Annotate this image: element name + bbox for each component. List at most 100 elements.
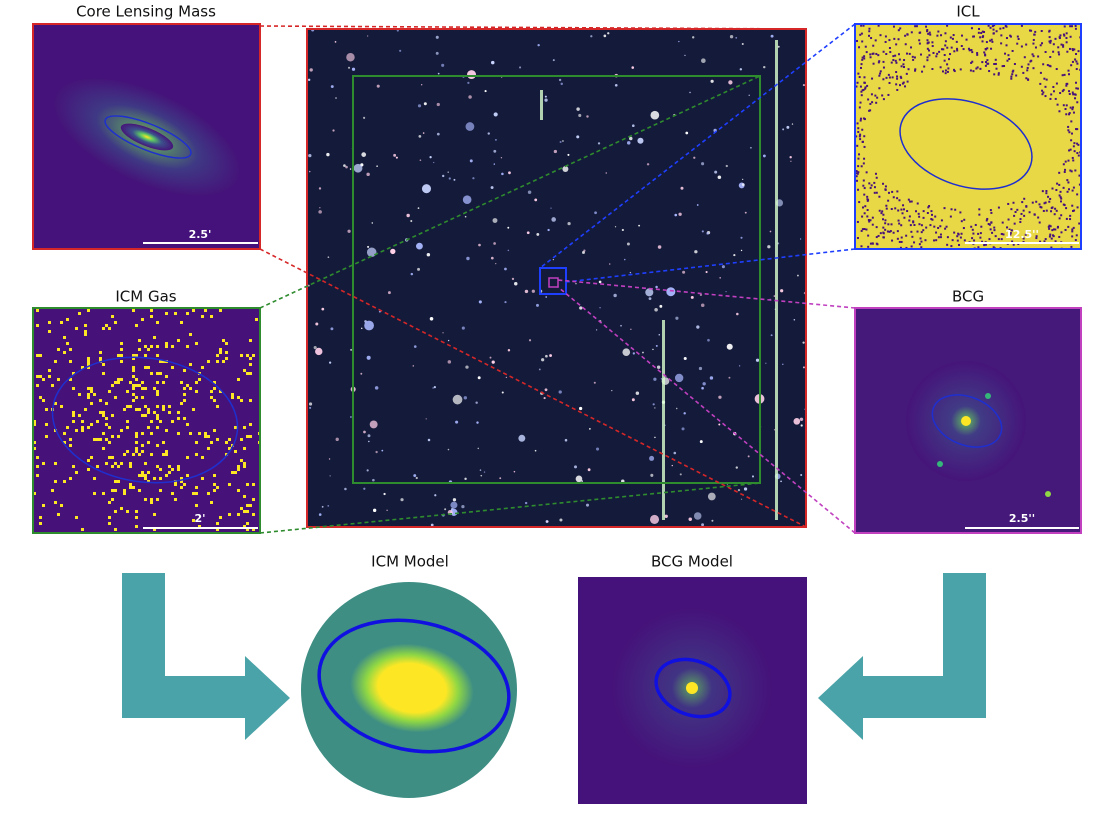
star bbox=[346, 52, 355, 62]
central-image bbox=[306, 28, 807, 528]
pixel bbox=[984, 64, 987, 67]
pixel bbox=[903, 59, 906, 62]
star bbox=[410, 272, 414, 276]
pixel bbox=[1075, 81, 1078, 84]
pixel bbox=[114, 381, 117, 384]
pixel bbox=[132, 393, 135, 396]
star bbox=[363, 487, 366, 490]
pixel bbox=[159, 477, 162, 480]
star bbox=[493, 242, 496, 245]
pixel bbox=[153, 387, 156, 390]
pixel bbox=[96, 465, 99, 468]
star bbox=[728, 80, 733, 85]
pixel bbox=[980, 225, 983, 228]
pixel bbox=[1069, 106, 1072, 109]
pixel bbox=[150, 315, 153, 318]
star bbox=[718, 423, 721, 426]
pixel bbox=[944, 227, 947, 230]
pixel bbox=[1063, 73, 1066, 76]
pixel bbox=[1067, 188, 1070, 191]
pixel bbox=[895, 83, 898, 86]
pixel bbox=[991, 40, 994, 43]
pixel bbox=[1051, 229, 1054, 232]
pixel bbox=[989, 26, 992, 29]
star bbox=[694, 250, 698, 254]
pixel bbox=[249, 363, 252, 366]
star bbox=[751, 475, 755, 478]
pixel bbox=[1032, 67, 1035, 70]
pixel bbox=[1035, 200, 1038, 203]
pixel bbox=[983, 244, 986, 247]
star bbox=[478, 300, 482, 304]
pixel bbox=[957, 232, 960, 235]
star bbox=[467, 70, 476, 80]
pixel bbox=[1071, 209, 1074, 212]
pixel bbox=[1067, 73, 1070, 76]
pixel bbox=[898, 58, 901, 61]
pixel bbox=[970, 225, 973, 228]
pixel bbox=[132, 375, 135, 378]
star bbox=[635, 391, 640, 395]
star bbox=[552, 258, 555, 261]
pixel bbox=[1078, 222, 1081, 225]
star bbox=[680, 186, 684, 190]
core bbox=[961, 416, 971, 426]
pixel bbox=[69, 378, 72, 381]
pixel bbox=[135, 354, 138, 357]
pixel bbox=[939, 233, 942, 236]
star bbox=[576, 135, 580, 139]
star bbox=[706, 232, 709, 235]
pixel bbox=[983, 51, 986, 54]
pixel bbox=[894, 207, 897, 210]
pixel bbox=[976, 53, 979, 56]
star bbox=[507, 226, 510, 229]
arrow bbox=[122, 573, 290, 740]
pixel bbox=[1012, 243, 1015, 246]
pixel bbox=[36, 309, 39, 312]
pixel bbox=[912, 58, 915, 61]
pixel bbox=[129, 486, 132, 489]
pixel bbox=[147, 471, 150, 474]
pixel bbox=[950, 245, 953, 248]
pixel bbox=[931, 213, 934, 216]
pixel bbox=[1065, 217, 1068, 220]
pixel bbox=[147, 480, 150, 483]
pixel bbox=[926, 47, 929, 50]
pixel bbox=[861, 58, 864, 61]
panel-lensing: Core Lensing Mass 2.5' bbox=[32, 3, 261, 250]
pixel bbox=[72, 372, 75, 375]
pixel bbox=[156, 390, 159, 393]
pixel bbox=[186, 423, 189, 426]
pixel bbox=[1044, 201, 1047, 204]
pixel bbox=[900, 76, 903, 79]
pixel bbox=[902, 204, 905, 207]
pixel bbox=[887, 73, 890, 76]
pixel bbox=[141, 444, 144, 447]
star bbox=[429, 156, 432, 159]
star bbox=[366, 355, 371, 360]
pixel bbox=[72, 420, 75, 423]
pixel bbox=[156, 444, 159, 447]
pixel bbox=[1061, 90, 1064, 93]
pixel bbox=[102, 432, 105, 435]
star bbox=[547, 520, 549, 523]
pixel bbox=[249, 435, 252, 438]
pixel bbox=[144, 354, 147, 357]
pixel bbox=[57, 513, 60, 516]
pixel bbox=[165, 345, 168, 348]
star bbox=[614, 226, 617, 228]
pixel bbox=[1067, 125, 1070, 128]
pixel bbox=[171, 468, 174, 471]
pixel bbox=[45, 408, 48, 411]
star bbox=[534, 449, 537, 452]
pixel bbox=[105, 423, 108, 426]
pixel bbox=[972, 232, 975, 235]
star bbox=[390, 248, 396, 255]
pixel bbox=[126, 405, 129, 408]
pixel bbox=[177, 411, 180, 414]
pixel bbox=[150, 498, 153, 501]
pixel bbox=[1011, 73, 1014, 76]
pixel bbox=[1020, 65, 1023, 68]
pixel bbox=[931, 45, 934, 48]
pixel bbox=[1074, 97, 1077, 100]
